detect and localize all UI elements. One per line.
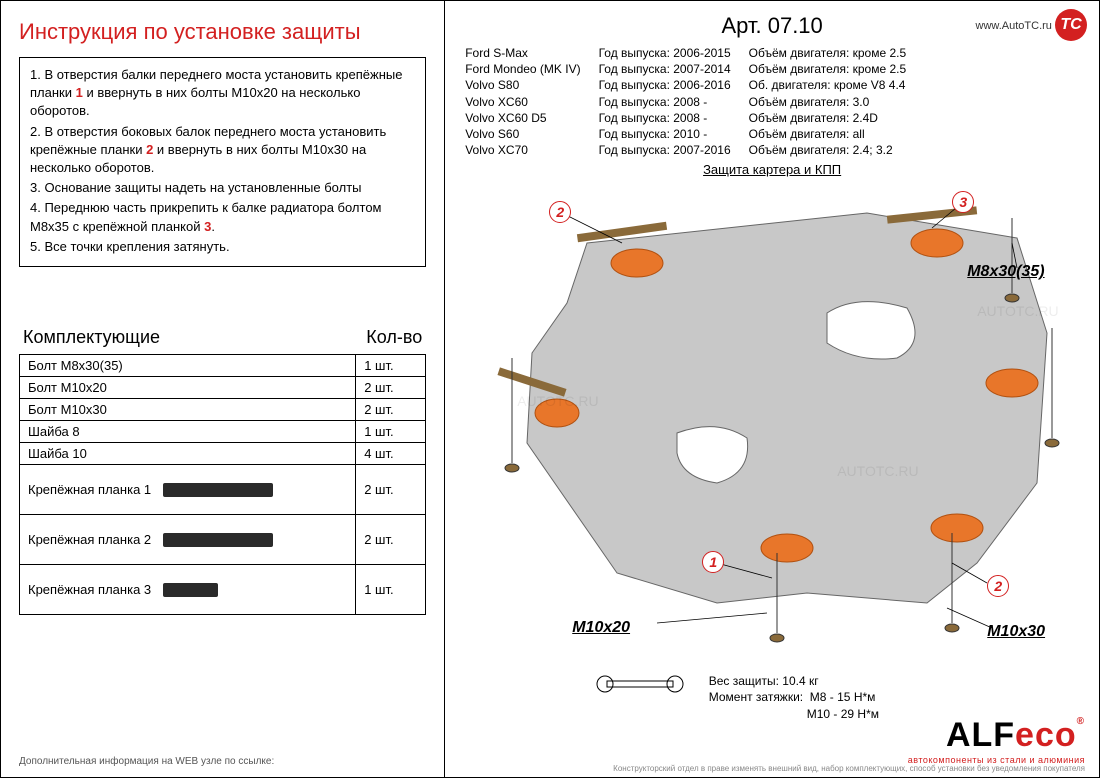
table-row: Крепёжная планка 31 шт. bbox=[20, 564, 426, 614]
years-col: Год выпуска: 2006-2015Год выпуска: 2007-… bbox=[599, 45, 731, 158]
models-col: Ford S-MaxFord Mondeo (MK IV)Volvo S80Vo… bbox=[465, 45, 580, 158]
table-row: Шайба 104 шт. bbox=[20, 442, 426, 464]
bolt-label-m10x30: M10x30 bbox=[987, 623, 1045, 641]
bolt-label-m8: M8x30(35) bbox=[967, 263, 1044, 281]
disclaimer: Конструкторский отдел в праве изменять в… bbox=[459, 764, 1085, 773]
components-label: Комплектующие bbox=[23, 327, 160, 348]
step3: 3. Основание защиты надеть на установлен… bbox=[30, 179, 415, 197]
subtitle: Защита картера и КПП bbox=[457, 162, 1087, 177]
table-row: Болт М10х202 шт. bbox=[20, 376, 426, 398]
table-row: Болт М10х302 шт. bbox=[20, 398, 426, 420]
tc-badge-icon: TC bbox=[1055, 9, 1087, 41]
plank-icon bbox=[163, 583, 218, 597]
components-table: Болт М8х30(35)1 шт. Болт М10х202 шт. Бол… bbox=[19, 354, 426, 615]
plank-icon bbox=[163, 483, 273, 497]
vehicle-table: Ford S-MaxFord Mondeo (MK IV)Volvo S80Vo… bbox=[457, 45, 1087, 158]
bolt-label-m10x20: M10x20 bbox=[572, 619, 630, 637]
footer-note: Дополнительная информация на WEB узле по… bbox=[19, 746, 426, 767]
table-row: Шайба 81 шт. bbox=[20, 420, 426, 442]
instructions-box: 1. В отверстия балки переднего моста уст… bbox=[19, 57, 426, 267]
wrench-icon bbox=[595, 673, 685, 695]
table-row: Крепёжная планка 12 шт. bbox=[20, 464, 426, 514]
plank-icon bbox=[163, 533, 273, 547]
engines-col: Объём двигателя: кроме 2.5Объём двигател… bbox=[749, 45, 907, 158]
table-row: Болт М8х30(35)1 шт. bbox=[20, 354, 426, 376]
specs: Вес защиты: 10.4 кг Момент затяжки: M8 -… bbox=[709, 673, 879, 723]
diagram: 2 3 1 2 M8x30(35) M10x20 M10x30 AUTOTC.R… bbox=[457, 183, 1087, 653]
step1-ref: 1 bbox=[76, 85, 83, 100]
table-row: Крепёжная планка 22 шт. bbox=[20, 514, 426, 564]
step4-b: . bbox=[211, 219, 215, 234]
qty-label: Кол-во bbox=[366, 327, 422, 348]
watermark-logo: www.AutoTC.ru TC bbox=[976, 9, 1087, 41]
page-title: Инструкция по установке защиты bbox=[19, 19, 426, 45]
components-header: Комплектующие Кол-во bbox=[19, 327, 426, 348]
brand-logo: ALFeco® автокомпоненты из стали и алюмин… bbox=[908, 716, 1085, 765]
step5: 5. Все точки крепления затянуть. bbox=[30, 238, 415, 256]
